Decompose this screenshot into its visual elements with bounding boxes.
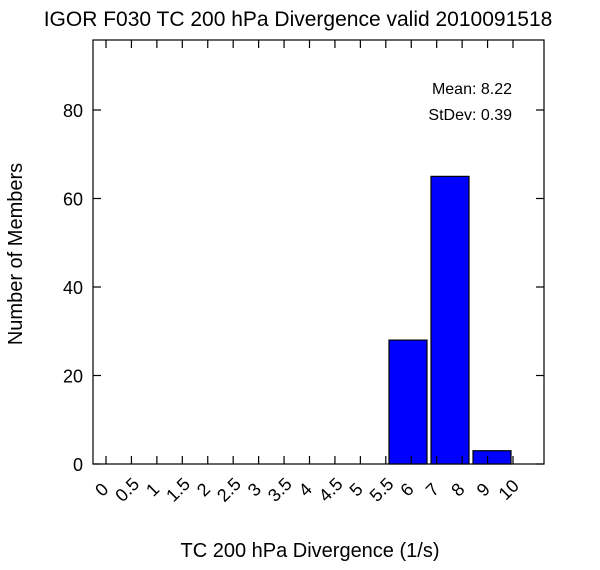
x-tick-label: 1 (142, 479, 163, 500)
x-tick-label: 2.5 (213, 474, 245, 506)
x-axis-label: TC 200 hPa Divergence (1/s) (180, 540, 439, 562)
x-tick-label: 7 (422, 479, 443, 500)
x-tick-label: 3.5 (264, 474, 296, 506)
y-axis-ticks: 0 20 40 60 80 (63, 101, 544, 475)
histogram-bar (388, 339, 428, 465)
x-tick-label: 4 (295, 479, 316, 500)
histogram-bar (472, 450, 512, 465)
stdev-annotation: StDev: 0.39 (428, 107, 512, 124)
x-tick-label: 0 (91, 479, 112, 500)
x-tick-label: 0.5 (111, 474, 143, 506)
x-tick-label: 8 (447, 479, 468, 500)
x-tick-label: 5.5 (366, 474, 398, 506)
y-tick-label: 0 (73, 455, 83, 475)
x-tick-label: 9 (473, 479, 494, 500)
x-tick-label: 5 (346, 479, 367, 500)
x-tick-label: 3 (244, 479, 265, 500)
y-tick-label: 60 (63, 190, 83, 210)
histogram-bar (430, 175, 470, 465)
x-tick-label: 2 (193, 479, 214, 500)
plot-frame (92, 39, 545, 465)
bars (388, 175, 512, 465)
x-tick-label: 6 (396, 479, 417, 500)
y-tick-label: 40 (63, 278, 83, 298)
chart-title: IGOR F030 TC 200 hPa Divergence valid 20… (44, 8, 553, 31)
y-axis-label: Number of Members (5, 163, 27, 345)
x-tick-label: 1.5 (162, 474, 194, 506)
x-tick-label: 10 (495, 476, 523, 504)
y-tick-label: 20 (63, 367, 83, 387)
mean-annotation: Mean: 8.22 (432, 81, 512, 98)
y-tick-label: 80 (63, 101, 83, 121)
x-tick-label: 4.5 (315, 474, 347, 506)
